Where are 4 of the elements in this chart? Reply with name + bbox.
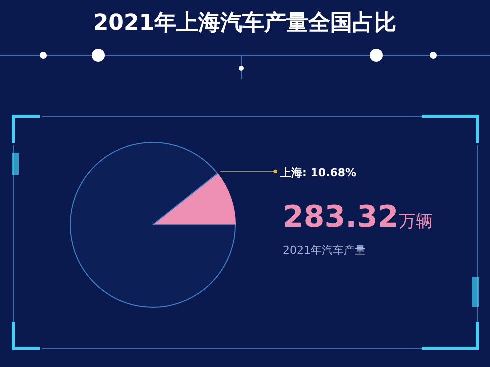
text: 283.32万辆 — [283, 200, 433, 235]
text: 2021年汽车产量 — [283, 243, 366, 258]
chart-title: 2021年上海汽车产量全国占比 — [92, 10, 398, 38]
slice-label: 上海: 10.68% — [280, 166, 357, 180]
